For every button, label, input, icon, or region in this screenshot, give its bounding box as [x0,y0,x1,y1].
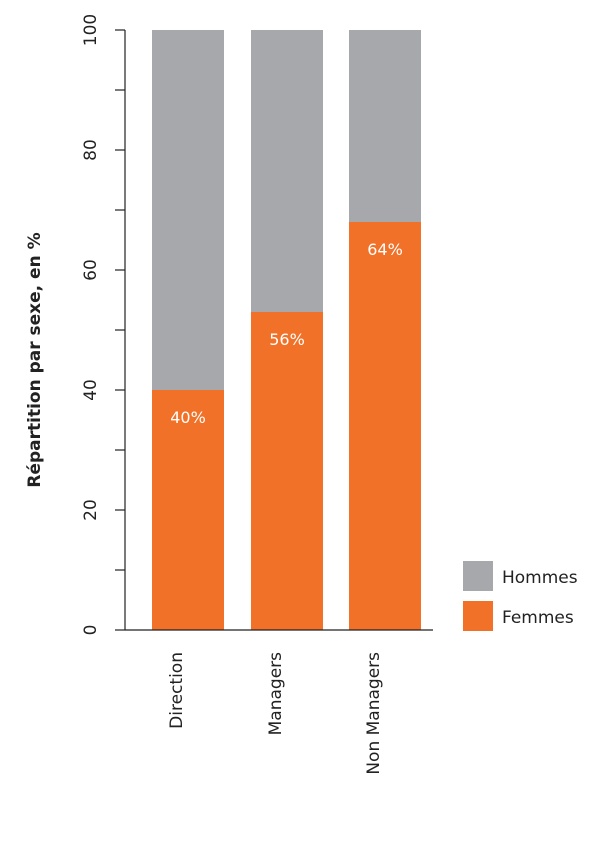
y-axis-label: Répartition par sexe, en % [25,232,45,487]
y-axis: 0 20 40 60 80 100 [81,14,126,636]
legend-label-femmes: Femmes [502,608,574,628]
y-tick-label: 100 [81,14,101,46]
bar-hommes-3 [349,30,421,222]
y-tick-label: 40 [81,379,101,401]
bar-hommes-1 [152,30,224,390]
x-tick-label: Non Managers [364,652,384,775]
value-label-1: 40% [170,408,206,427]
legend: Hommes Femmes [463,561,578,631]
bar-femmes-3 [349,222,421,630]
bar-hommes-2 [251,30,323,312]
bar-femmes-1 [152,390,224,630]
y-tick-label: 20 [81,499,101,521]
y-tick-label: 80 [81,139,101,161]
bars [152,30,421,630]
legend-swatch-femmes [463,601,493,631]
value-label-3: 64% [367,240,403,259]
x-tick-label: Managers [266,652,286,736]
x-tick-label: Direction [167,652,187,729]
x-axis: Direction Managers Non Managers [125,629,433,775]
value-labels: 40% 56% 64% [170,240,403,427]
legend-label-hommes: Hommes [502,568,578,588]
y-tick-label: 60 [81,259,101,281]
legend-swatch-hommes [463,561,493,591]
bar-femmes-2 [251,312,323,630]
y-tick-label: 0 [81,625,101,636]
value-label-2: 56% [269,330,305,349]
